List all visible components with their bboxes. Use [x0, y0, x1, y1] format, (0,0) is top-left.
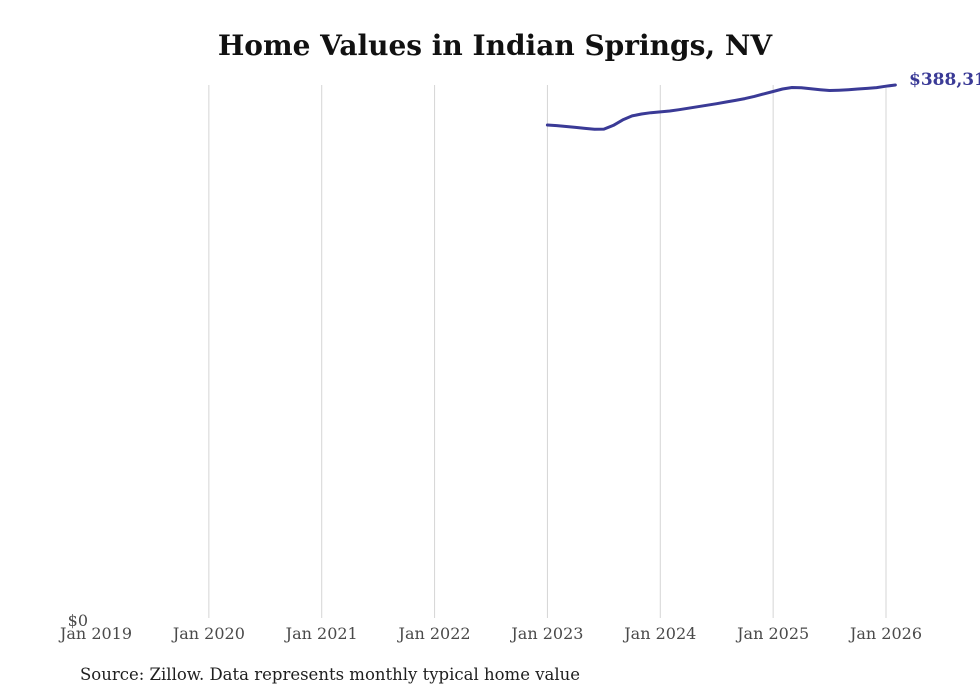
latest-value-annotation: $388,31 [909, 70, 980, 90]
home-value-series-line [545, 83, 897, 131]
x-axis-label: Jan 2021 [284, 624, 358, 643]
chart-title: Home Values in Indian Springs, NV [217, 29, 773, 62]
x-axis-label: Jan 2026 [848, 624, 922, 643]
x-axis-label: Jan 2022 [397, 624, 471, 643]
x-axis-label: Jan 2024 [622, 624, 696, 643]
source-note: Source: Zillow. Data represents monthly … [80, 665, 581, 684]
x-axis-label: Jan 2025 [735, 624, 809, 643]
x-axis-label: Jan 2019 [58, 624, 132, 643]
x-axis-label: Jan 2023 [509, 624, 583, 643]
x-axis-label: Jan 2020 [171, 624, 245, 643]
y-axis-zero-label: $0 [67, 611, 88, 630]
